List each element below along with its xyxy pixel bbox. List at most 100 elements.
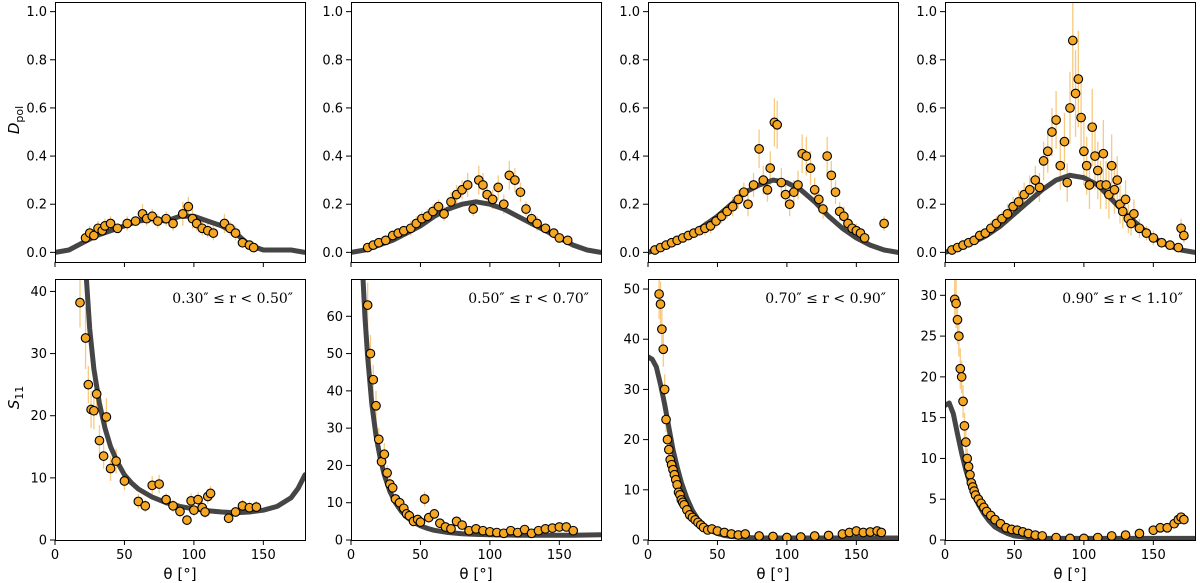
data-point (1092, 532, 1103, 540)
y-tick-label: 0.0 (619, 246, 640, 261)
y-tick-label: 0.8 (619, 53, 640, 68)
data-point (98, 451, 109, 461)
data-point (1134, 528, 1145, 539)
y-axis-label: Dpol (5, 106, 26, 134)
data-point (1065, 533, 1075, 540)
data-point (859, 233, 870, 243)
data-point (813, 194, 824, 205)
data-point (965, 469, 975, 480)
data-point (795, 532, 806, 540)
data-point (1038, 156, 1049, 166)
data-point (1073, 74, 1084, 84)
data-point (154, 479, 165, 489)
data-point (1179, 514, 1189, 525)
data-point (189, 505, 199, 516)
x-tick-label: 150 (251, 548, 276, 563)
data-point (140, 500, 151, 511)
data-point (373, 434, 384, 445)
data-point (112, 223, 123, 234)
data-point (168, 218, 178, 229)
x-tick-label: 100 (1071, 548, 1096, 563)
data-point (1062, 177, 1073, 188)
y-tick-label: 30 (920, 289, 937, 304)
data-point (75, 297, 85, 308)
y-tick-label: 15 (920, 411, 937, 426)
panel-bottom-1: 0 50 100 150 0 10 20 30 40 S11 θ [°] 0.30″ ≤ r < 0.… (5, 279, 306, 583)
data-point (230, 507, 241, 517)
model-curve (945, 400, 1195, 540)
x-tick-label: 50 (709, 548, 726, 563)
data-point (419, 494, 430, 504)
data-point (371, 400, 381, 411)
data-point (788, 187, 799, 198)
data-point (661, 414, 671, 425)
data-point (962, 453, 973, 464)
data-point (193, 494, 203, 505)
data-point (493, 182, 504, 193)
data-point (1070, 88, 1081, 99)
data-point (1042, 146, 1053, 157)
data-point (168, 500, 178, 511)
data-point (748, 180, 759, 190)
data-point (876, 527, 887, 538)
y-tick-label: 50 (326, 347, 343, 362)
data-point (951, 298, 961, 309)
data-point (177, 209, 188, 219)
y-tick-label: 0.6 (619, 101, 640, 116)
data-point (762, 184, 773, 195)
data-point (368, 374, 379, 385)
data-point (94, 435, 105, 446)
panel-bottom-2: 0 50 100 150 0 10 20 30 40 50 60 θ [°] 0.50″ ≤ r < 0… (326, 279, 602, 583)
y-tick-label: 30 (326, 422, 343, 437)
panel-top-4: 0.0 0.2 0.4 0.6 0.8 1.0 (916, 2, 1196, 267)
y-tick-label: 0.2 (619, 198, 640, 213)
y-tick-label: 0.4 (26, 150, 47, 165)
data-point (1148, 233, 1159, 243)
data-point (122, 218, 133, 229)
plot-area (945, 279, 1195, 540)
data-point (758, 175, 769, 185)
x-tick-label: 100 (774, 548, 799, 563)
data-point (1173, 242, 1184, 253)
data-point (133, 496, 144, 507)
x-axis-label: θ [°] (1053, 565, 1086, 583)
data-point (658, 344, 669, 355)
y-tick-label: 0.8 (322, 53, 343, 68)
x-axis-label: θ [°] (756, 565, 789, 583)
y-tick-label: 0.2 (322, 198, 343, 213)
data-point (956, 372, 967, 382)
data-point (659, 384, 670, 395)
panel-top-2: 0.0 0.2 0.4 0.6 0.8 1.0 (322, 2, 602, 267)
data-point (793, 180, 803, 190)
data-point (838, 211, 849, 222)
x-tick-label: 0 (347, 548, 355, 563)
data-point (1126, 218, 1136, 229)
data-point (733, 194, 744, 205)
data-point (468, 204, 479, 214)
radius-range-annotation: 0.70″ ≤ r < 0.90″ (765, 291, 886, 307)
data-point (1059, 136, 1070, 147)
data-point (1092, 165, 1103, 176)
data-point (954, 331, 964, 341)
data-point (663, 444, 674, 455)
data-point (380, 235, 391, 246)
data-point (161, 213, 171, 224)
y-tick-label: 0.4 (916, 150, 937, 165)
axes-frame (55, 2, 306, 263)
data-point (80, 333, 91, 343)
data-point (1037, 531, 1048, 540)
data-point (101, 412, 112, 422)
plot-area (351, 160, 601, 255)
y-tick-label: 60 (326, 310, 343, 325)
y-tick-label: 1.0 (619, 5, 640, 20)
data-point (429, 509, 440, 519)
y-tick-label: 0.0 (26, 246, 47, 261)
data-point (105, 218, 116, 229)
data-point (754, 144, 764, 154)
data-point (818, 204, 828, 214)
data-point (1141, 228, 1152, 238)
data-point (823, 530, 834, 540)
data-point (826, 170, 837, 181)
data-point (805, 163, 816, 173)
data-point (1106, 160, 1117, 171)
